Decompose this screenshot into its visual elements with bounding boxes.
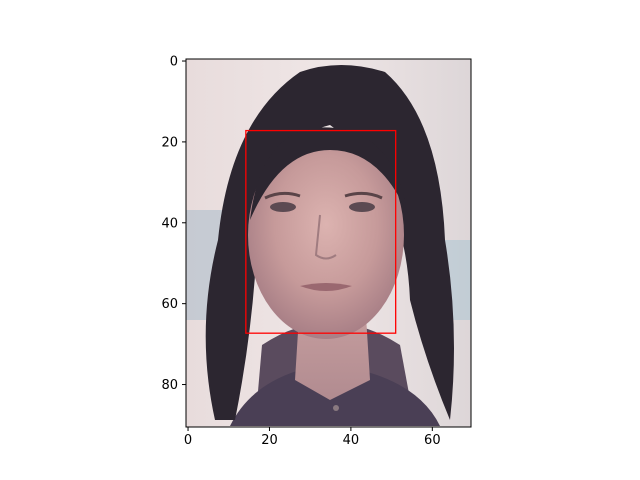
x-axis: 0 20 40 60 (184, 427, 441, 448)
y-tick-label: 60 (161, 297, 178, 312)
face-bounding-box (245, 129, 397, 334)
x-tick-label: 20 (261, 433, 278, 448)
axes-frame (185, 58, 472, 428)
y-tick-label: 80 (161, 378, 178, 393)
y-tick-label: 40 (161, 216, 178, 231)
y-tick-label: 20 (161, 135, 178, 150)
axes: 0 20 40 60 0 20 40 60 80 (161, 55, 472, 448)
x-tick-label: 60 (424, 433, 441, 448)
x-tick-label: 0 (184, 433, 192, 448)
face-photo (186, 59, 471, 427)
y-axis: 0 20 40 60 80 (161, 55, 186, 393)
x-tick-label: 40 (343, 433, 360, 448)
y-tick-label: 0 (170, 55, 178, 70)
